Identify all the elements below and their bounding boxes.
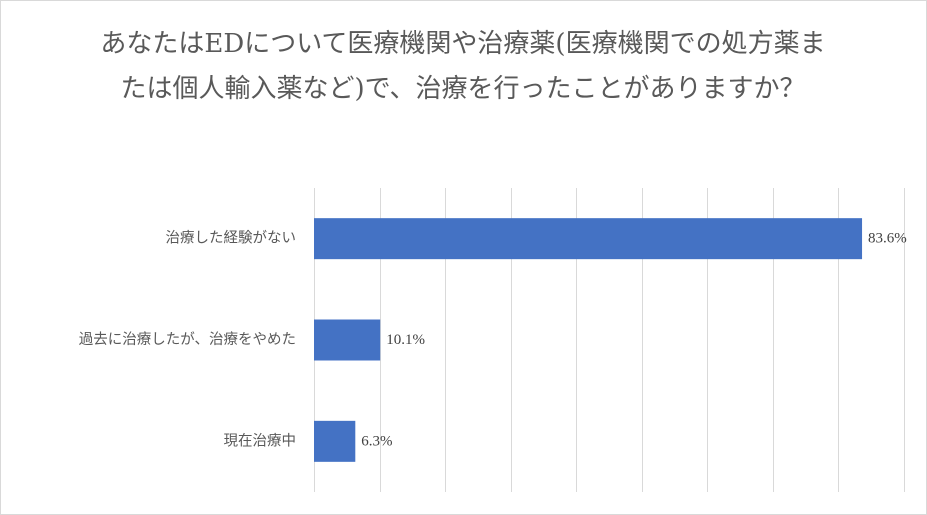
chart-title: あなたはEDについて医療機関や治療薬(医療機関での処方薬または個人輸入薬など)で… (100, 29, 826, 104)
bars (314, 218, 863, 462)
value-label: 10.1% (386, 332, 425, 348)
value-label: 83.6% (868, 231, 907, 247)
category-label: 過去に治療したが、治療をやめた (79, 331, 296, 348)
category-label: 治療した経験がない (166, 230, 297, 247)
value-label: 6.3% (361, 433, 392, 449)
category-label: 現在治療中 (224, 432, 297, 449)
bar (314, 218, 863, 260)
value-labels: 83.6% 10.1% 6.3% (361, 231, 906, 450)
bar (314, 420, 356, 462)
bar (314, 319, 381, 361)
